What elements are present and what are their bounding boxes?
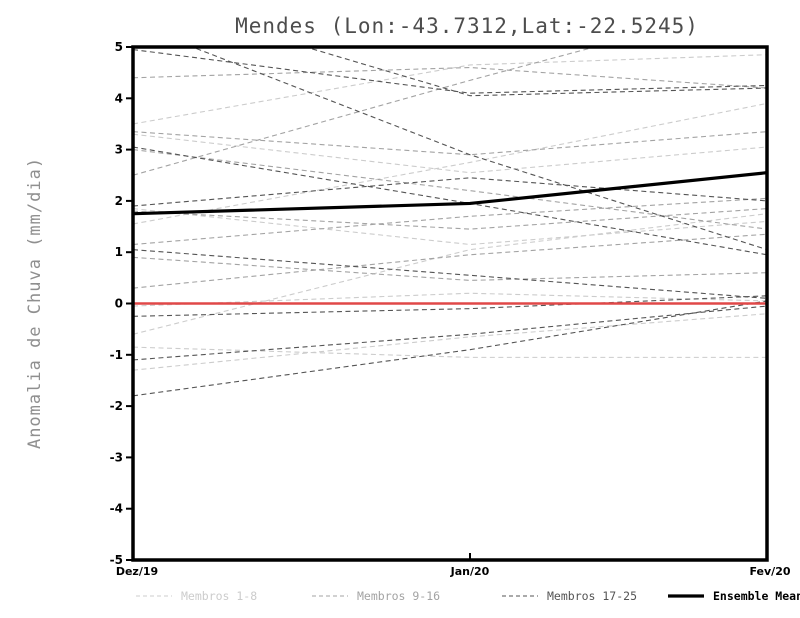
special-lines-layer (134, 171, 766, 305)
x-tick-label: Dez/19 (116, 565, 158, 578)
legend-item-label: Ensemble Mean (713, 589, 800, 603)
y-tick-label: -4 (110, 502, 123, 516)
member-line-g2-2 (134, 131, 766, 156)
legend-item-label: Membros 17-25 (547, 589, 637, 603)
member-line-g3-1 (193, 48, 766, 250)
y-tick-label: 1 (115, 245, 123, 259)
member-line-g3-5 (134, 177, 766, 207)
member-line-g2-7 (134, 208, 766, 230)
x-tick-label: Jan/20 (450, 565, 490, 578)
y-tick-label: -1 (110, 348, 123, 362)
member-line-g1-4 (134, 103, 766, 225)
x-tick-label: Fev/20 (749, 565, 790, 578)
member-line-g2-1 (134, 66, 766, 89)
y-tick-label: -5 (110, 553, 123, 567)
ensemble-mean-line (134, 171, 766, 216)
y-tick-label: 3 (115, 143, 123, 157)
member-line-g1-8 (134, 313, 766, 371)
legend-item-label: Membros 1-8 (181, 589, 257, 603)
member-line-g3-2 (307, 48, 766, 97)
member-lines-layer (134, 48, 766, 397)
member-line-g3-6 (134, 249, 766, 299)
y-axis-label: Anomalia de Chuva (mm/dia) (25, 157, 45, 449)
plot-frame (131, 45, 769, 562)
member-line-g3-8 (134, 305, 766, 361)
y-tick-label: 5 (115, 40, 123, 54)
chart-title: Mendes (Lon:-43.7312,Lat:-22.5245) (235, 14, 699, 38)
member-line-g1-5 (134, 292, 766, 307)
member-line-g1-6 (134, 213, 766, 335)
member-line-g3-4 (134, 146, 766, 256)
legend-item-label: Membros 9-16 (357, 589, 440, 603)
member-line-g1-3 (134, 208, 766, 246)
y-tick-label: 2 (115, 194, 123, 208)
member-line-g2-8 (134, 233, 766, 289)
y-tick-label: -3 (110, 450, 123, 464)
member-line-g2-4 (134, 48, 593, 176)
member-line-g1-2 (134, 133, 766, 174)
member-line-g3-9 (134, 300, 766, 397)
y-tick-label: 4 (115, 91, 123, 105)
y-tick-label: 0 (115, 297, 123, 311)
member-line-g1-7 (134, 346, 766, 358)
member-line-g3-7 (134, 295, 766, 317)
legend: Membros 1-8 Membros 9-16 Membros 17-25 Ense… (136, 589, 800, 603)
member-line-g2-6 (134, 256, 766, 281)
member-line-g1-1 (134, 54, 766, 125)
member-line-g2-3 (134, 149, 766, 230)
y-tick-label: -2 (110, 399, 123, 413)
member-line-g2-5 (134, 197, 766, 245)
member-line-g3-3 (134, 49, 766, 94)
